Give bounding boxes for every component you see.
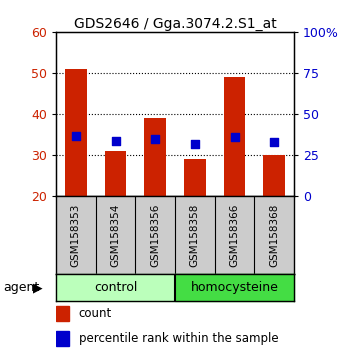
Point — [73, 133, 79, 138]
Text: count: count — [79, 307, 112, 320]
Text: GSM158356: GSM158356 — [150, 204, 160, 267]
Text: control: control — [94, 281, 137, 294]
Text: agent: agent — [4, 281, 40, 294]
Bar — [175, 274, 294, 301]
Bar — [224, 77, 245, 196]
Title: GDS2646 / Gga.3074.2.S1_at: GDS2646 / Gga.3074.2.S1_at — [74, 17, 276, 31]
Text: GSM158368: GSM158368 — [269, 204, 279, 267]
Text: GSM158354: GSM158354 — [111, 204, 120, 267]
Text: GSM158358: GSM158358 — [190, 204, 200, 267]
Text: homocysteine: homocysteine — [190, 281, 279, 294]
Point — [113, 138, 118, 143]
Text: GSM158366: GSM158366 — [230, 204, 239, 267]
Bar — [263, 155, 285, 196]
Bar — [105, 151, 126, 196]
Bar — [65, 69, 87, 196]
Point — [152, 136, 158, 142]
Text: ▶: ▶ — [33, 281, 43, 294]
Bar — [56, 274, 175, 301]
Bar — [56, 306, 69, 321]
Point — [271, 139, 277, 145]
Point — [192, 141, 198, 147]
Text: percentile rank within the sample: percentile rank within the sample — [79, 332, 278, 344]
Text: GSM158353: GSM158353 — [71, 204, 81, 267]
Bar — [56, 331, 69, 346]
Point — [232, 135, 237, 140]
Bar — [184, 159, 206, 196]
Bar — [144, 118, 166, 196]
